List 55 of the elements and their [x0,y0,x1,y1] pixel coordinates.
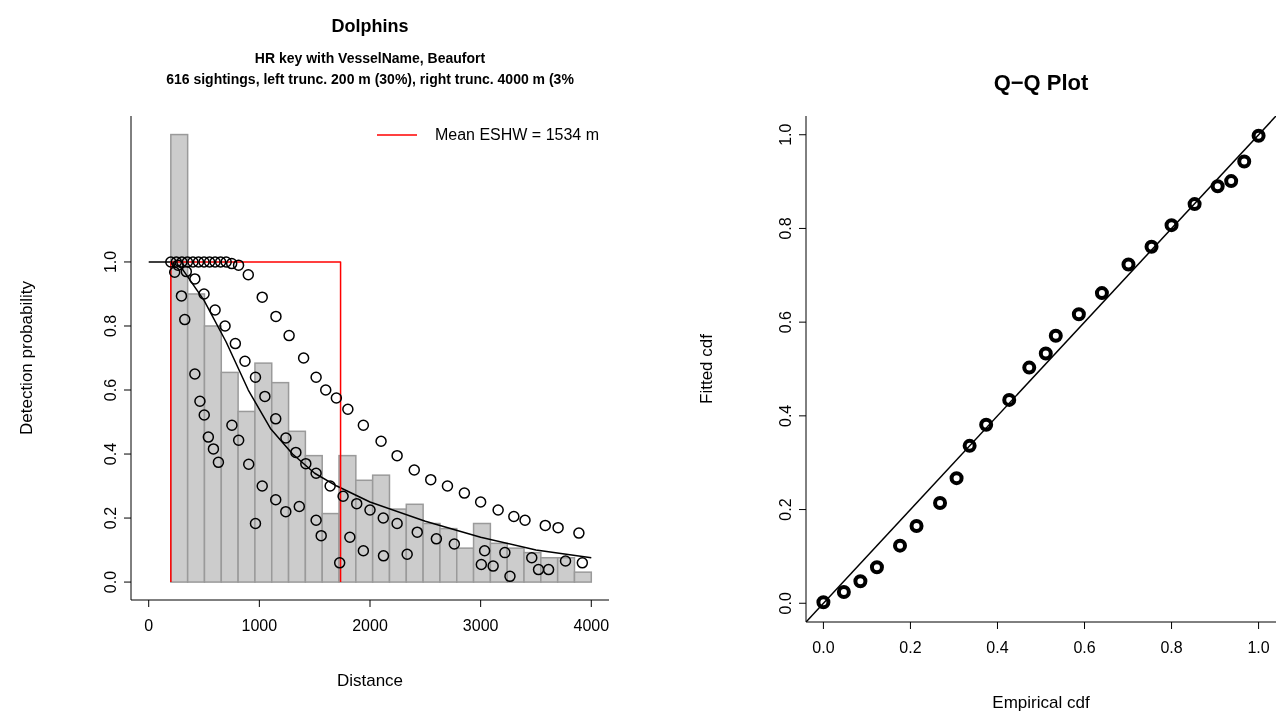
y-axis-title: Detection probability [17,280,37,436]
x-axis-title: Distance [336,671,404,690]
point [1251,128,1266,143]
point [949,471,964,486]
x-tick-label: 3000 [462,617,499,634]
x-tick-label: 1.0 [1247,639,1270,656]
point [1022,360,1037,375]
point [1210,179,1225,194]
x-tick-label: 0.4 [986,639,1009,656]
x-tick-label: 1000 [241,617,278,634]
point [893,538,907,553]
y-tick-label: 0.0 [102,570,119,594]
point [1121,257,1136,272]
x-tick-label: 0.8 [1160,639,1183,656]
point [1187,197,1202,212]
y-tick-label: 0.4 [102,442,119,466]
chart-subtitle: HR key with VesselName, Beaufort 616 sightings, left trunc. 200 m (30%), right trunc. 4000 m (3% [166,50,574,87]
point [979,417,994,432]
y-axis-title: Fitted cdf [697,333,717,404]
y-tick-label: 1.0 [777,123,794,146]
point [1002,392,1017,407]
y-tick-label: 0.2 [777,498,794,521]
x-tick-label: 0.6 [1073,639,1096,656]
point [836,585,851,600]
x-tick-label: 2000 [352,617,388,634]
legend-label: Mean ESHW = 1534 m [434,126,599,144]
point [1144,239,1159,254]
point [1237,154,1252,169]
x-tick-label: 4000 [573,617,610,634]
point [1071,307,1086,322]
y-tick-label: 0.2 [102,506,119,530]
point [1224,174,1239,189]
point [816,595,831,610]
y-tick-label: 0.8 [102,314,119,338]
y-tick-label: 0.8 [777,217,794,240]
point [853,574,868,589]
chart-title: Q−Q Plot [992,70,1090,96]
y-tick-label: 1.0 [102,250,119,274]
point [1048,328,1063,343]
y-tick-label: 0.6 [777,310,794,334]
point [1038,346,1053,361]
x-axis-title: Empirical cdf [992,693,1090,712]
y-tick-label: 0.0 [777,592,794,615]
point [869,560,884,575]
point [962,438,977,453]
y-tick-label: 0.4 [777,404,794,427]
chart-title: Dolphins [330,16,410,37]
point [1094,286,1109,301]
y-tick-label: 0.6 [102,378,119,402]
point [1164,218,1179,233]
x-tick-label: 0 [144,617,154,634]
point [933,496,948,510]
x-tick-label: 0.0 [812,639,835,656]
point [909,518,924,533]
x-tick-label: 0.2 [899,639,922,656]
